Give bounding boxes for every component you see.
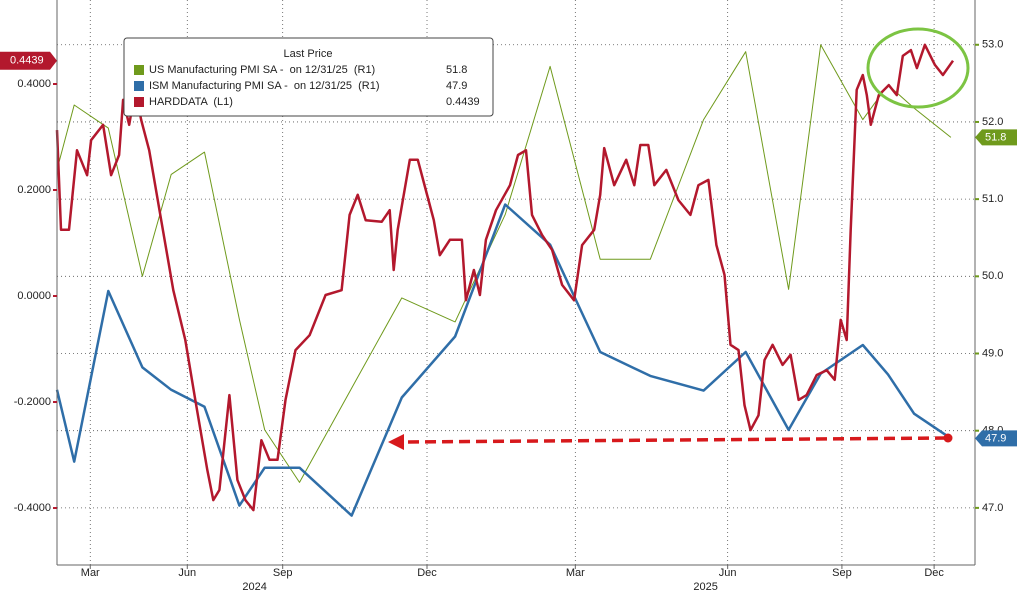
x-tick-label: Jun [719, 567, 737, 579]
series-line [55, 43, 955, 512]
y-tick-label: -0.4000 [14, 502, 51, 514]
x-tick-label: Dec [417, 567, 437, 579]
last-value-label: 0.4439 [10, 55, 44, 67]
annotation-arrowhead [388, 434, 404, 450]
x-tick-label: Jun [178, 567, 196, 579]
legend-title: Last Price [284, 48, 333, 60]
x-tick-label: Mar [566, 567, 585, 579]
legend-value: 51.8 [446, 64, 467, 76]
last-value-tag [975, 129, 1017, 146]
y-tick-label: 0.2000 [17, 184, 51, 196]
x-tick-label: Mar [81, 567, 100, 579]
y-tick-label: 0.0000 [17, 290, 51, 302]
y2-tick-label: 52.0 [982, 116, 1003, 128]
series-line [55, 203, 952, 517]
legend-value: 0.4439 [446, 96, 480, 108]
x-tick-label: Sep [832, 567, 852, 579]
last-value-label: 47.9 [985, 432, 1006, 444]
y-tick-label: 0.4000 [17, 78, 51, 90]
last-value-tag [0, 51, 57, 70]
legend-swatch [134, 81, 144, 91]
axes-layer: 0.4000 0.2000 0.0000 -0.2000 -0.4000 53.0 52.0… [0, 39, 1017, 593]
year-label: 2024 [242, 581, 266, 593]
y2-tick-label: 53.0 [982, 39, 1003, 51]
annotation-arrow [401, 436, 947, 444]
legend-label: US Manufacturing PMI SA - on 12/31/25 (R… [149, 64, 375, 76]
legend-label: HARDDATA (L1) [149, 96, 233, 108]
y2-tick-label: 51.0 [982, 193, 1003, 205]
y-tick-label: -0.2000 [14, 396, 51, 408]
legend-swatch [134, 65, 144, 75]
legend-box [123, 37, 494, 117]
last-value-tag [975, 430, 1017, 447]
x-tick-label: Dec [924, 567, 944, 579]
y2-tick-label: 50.0 [982, 270, 1003, 282]
year-label: 2025 [693, 581, 717, 593]
lines-layer [55, 43, 955, 517]
legend-swatch [134, 97, 144, 107]
last-value-label: 51.8 [985, 131, 1006, 143]
legend-label: ISM Manufacturing PMI SA - on 12/31/25 (… [149, 80, 380, 92]
highlight-ellipse [866, 27, 970, 109]
annotation-dot [943, 433, 953, 443]
legend: Last Price US Manufacturing PMI SA - on … [123, 37, 494, 117]
legend-value: 47.9 [446, 80, 467, 92]
x-tick-label: Sep [273, 567, 293, 579]
y2-tick-label: 49.0 [982, 347, 1003, 359]
y2-tick-label: 47.0 [982, 502, 1003, 514]
